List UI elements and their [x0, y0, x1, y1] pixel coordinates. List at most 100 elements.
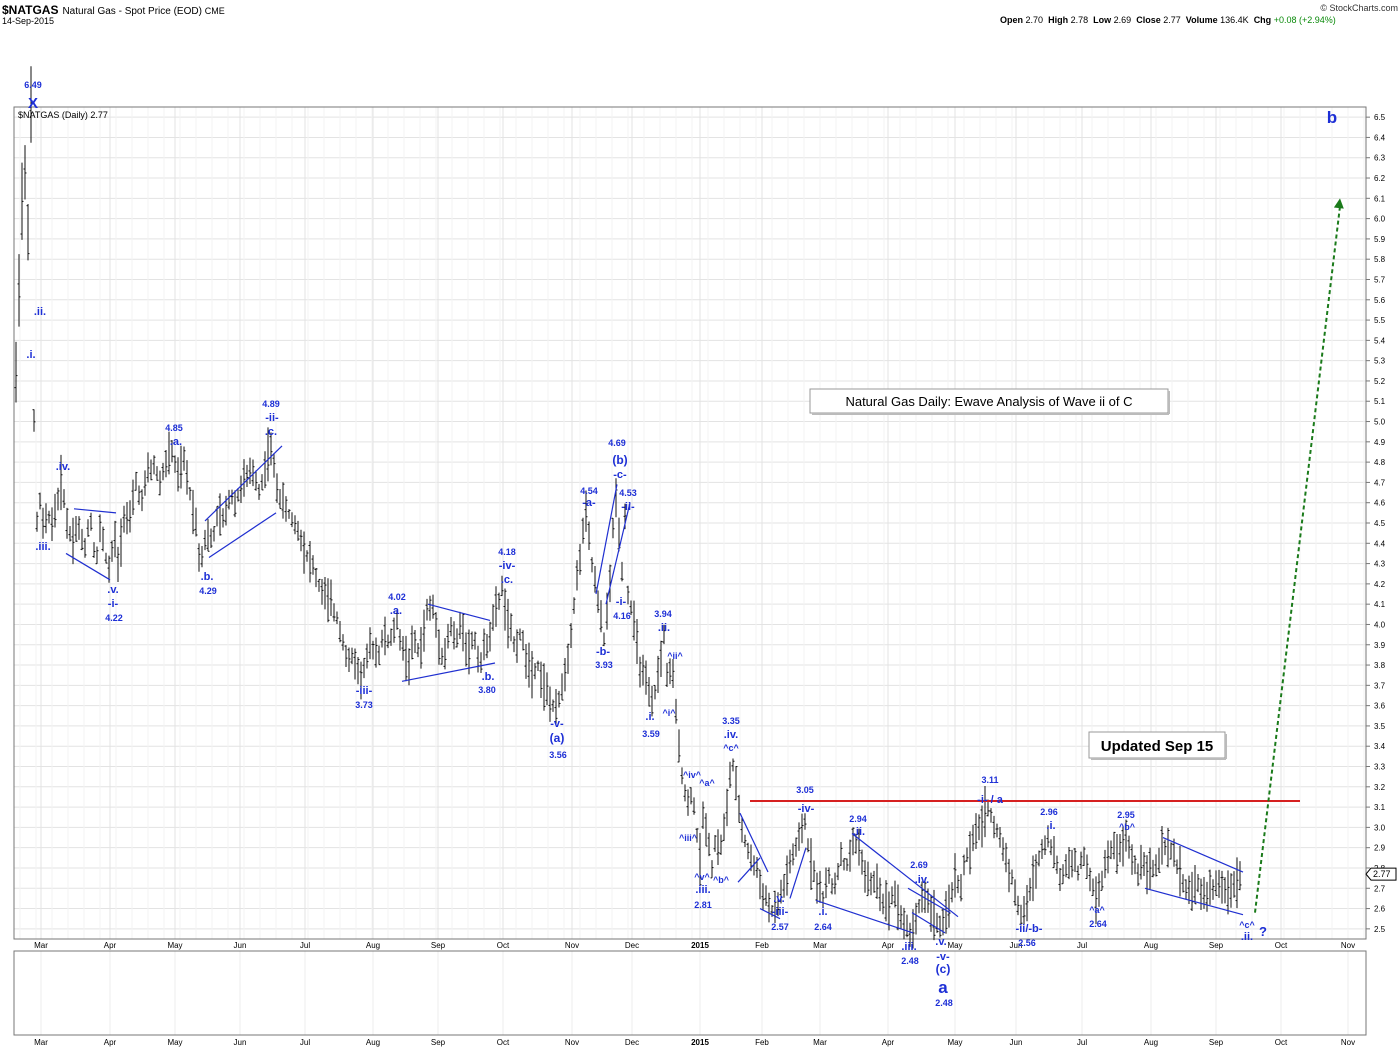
wave-label: ^iv^	[683, 770, 702, 780]
y-tick-label: 2.5	[1374, 925, 1386, 934]
ohlc-bar	[440, 647, 444, 665]
trendline	[737, 857, 761, 883]
wave-label: -v-	[550, 718, 564, 730]
ohlc-bar	[1145, 855, 1149, 895]
wave-label: -c-	[613, 469, 627, 481]
ohlc-bar	[353, 648, 357, 680]
ohlc-bar	[950, 882, 954, 903]
ohlc-bar	[1154, 854, 1158, 877]
wave-label: .iv.	[915, 874, 929, 886]
x-tick-label-lower: Apr	[882, 1038, 895, 1047]
ohlc-bar	[656, 655, 660, 693]
ohlc-bar	[1049, 839, 1053, 856]
ohlc-bar	[38, 492, 42, 510]
ohlc-bar	[122, 505, 126, 533]
ohlc-bar	[389, 628, 393, 646]
wave-label: 4.69	[608, 438, 626, 448]
ohlc-bar	[173, 455, 177, 473]
wave-label: 2.94	[849, 814, 867, 824]
trendline	[208, 512, 277, 558]
ohlc-bar	[167, 431, 171, 475]
trendline	[815, 899, 914, 934]
description-text: Natural Gas - Spot Price (EOD)	[62, 6, 202, 17]
ohlc-bar	[125, 501, 129, 535]
wave-label: (b)	[612, 453, 627, 467]
ohlc-bar	[308, 541, 312, 583]
x-tick-label-lower: Oct	[497, 1038, 510, 1047]
wave-label: -ii-	[621, 501, 635, 513]
ohlc-bar	[110, 540, 114, 562]
ohlc-bar	[653, 684, 657, 700]
wave-label: .i.	[26, 349, 35, 361]
wave-label: .iv.	[724, 729, 738, 741]
ohlc-bar	[758, 869, 762, 900]
ohlc-bar	[74, 516, 78, 542]
ohlc-bar	[779, 879, 783, 904]
wave-label: .iv.	[56, 461, 70, 473]
open-value: 2.70	[1025, 15, 1044, 25]
ohlc-bar	[875, 863, 879, 899]
ohlc-bar	[1010, 869, 1014, 885]
ohlc-bar	[26, 203, 30, 261]
x-tick-label: Jul	[1077, 941, 1087, 950]
ohlc-bar	[1103, 849, 1107, 879]
y-tick-label: 4.7	[1374, 478, 1386, 487]
x-tick-label-lower: Jul	[300, 1038, 310, 1047]
ohlc-bar	[1100, 870, 1104, 891]
ohlc-bar	[833, 872, 837, 895]
ohlc-bar	[845, 858, 849, 871]
trendline	[759, 908, 781, 920]
x-tick-label-lower: May	[947, 1038, 962, 1047]
ohlc-bar	[32, 409, 36, 432]
ohlc-bar	[134, 471, 138, 491]
x-tick-label-lower: Sep	[1209, 1038, 1224, 1047]
ohlc-bar	[599, 600, 603, 633]
ohlc-bar	[1076, 865, 1080, 881]
last-price-tag: 2.77	[1365, 867, 1397, 881]
wave-label: 3.59	[642, 729, 660, 739]
ohlc-bar	[704, 813, 708, 847]
ohlc-bar	[938, 915, 942, 938]
ohlc-bar	[1217, 869, 1221, 898]
ohlc-bar	[65, 507, 69, 539]
ohlc-bar	[590, 557, 594, 573]
ohlc-bar	[914, 902, 918, 935]
ohlc-bar	[683, 784, 687, 802]
ohlc-bar	[1175, 859, 1179, 874]
ohlc-bar	[398, 629, 402, 651]
volume-label: Volume	[1185, 15, 1218, 25]
wave-label: .v.	[107, 584, 118, 596]
stockcharts-logo[interactable]: © StockCharts.com	[1320, 3, 1398, 13]
y-tick-label: 6.4	[1374, 133, 1386, 142]
wave-label: -i-	[616, 596, 627, 608]
ohlc-bar	[959, 874, 963, 902]
wave-label: .b.	[482, 671, 495, 683]
y-tick-label: 6.2	[1374, 174, 1386, 183]
ohlc-bar	[275, 473, 279, 503]
ohlc-bar	[1211, 879, 1215, 900]
ohlc-bar	[1073, 848, 1077, 872]
ohlc-bar	[848, 839, 852, 872]
ohlc-bar	[68, 525, 72, 542]
symbol-title: $NATGAS Natural Gas - Spot Price (EOD) CM…	[2, 3, 225, 17]
ohlc-bar	[560, 673, 564, 701]
ohlc-bar	[842, 858, 846, 871]
y-tick-label: 3.3	[1374, 763, 1386, 772]
ohlc-bar	[1199, 878, 1203, 911]
ohlc-bar	[1061, 864, 1065, 885]
ohlc-bar	[722, 813, 726, 841]
x-tick-label-lower: Mar	[813, 1038, 827, 1047]
wave-label: X	[28, 95, 38, 112]
wave-label: -i-	[108, 598, 119, 610]
x-tick-label: Aug	[1144, 941, 1158, 950]
x-tick-label: Nov	[565, 941, 579, 950]
ohlc-bar	[782, 873, 786, 898]
x-tick-label: May	[947, 941, 962, 950]
ohlc-bar	[986, 799, 990, 817]
ohlc-bar	[149, 459, 153, 481]
trendline	[73, 508, 117, 514]
x-tick-label: Apr	[882, 941, 895, 950]
y-tick-label: 3.5	[1374, 722, 1386, 731]
ohlc-bar	[380, 629, 384, 648]
